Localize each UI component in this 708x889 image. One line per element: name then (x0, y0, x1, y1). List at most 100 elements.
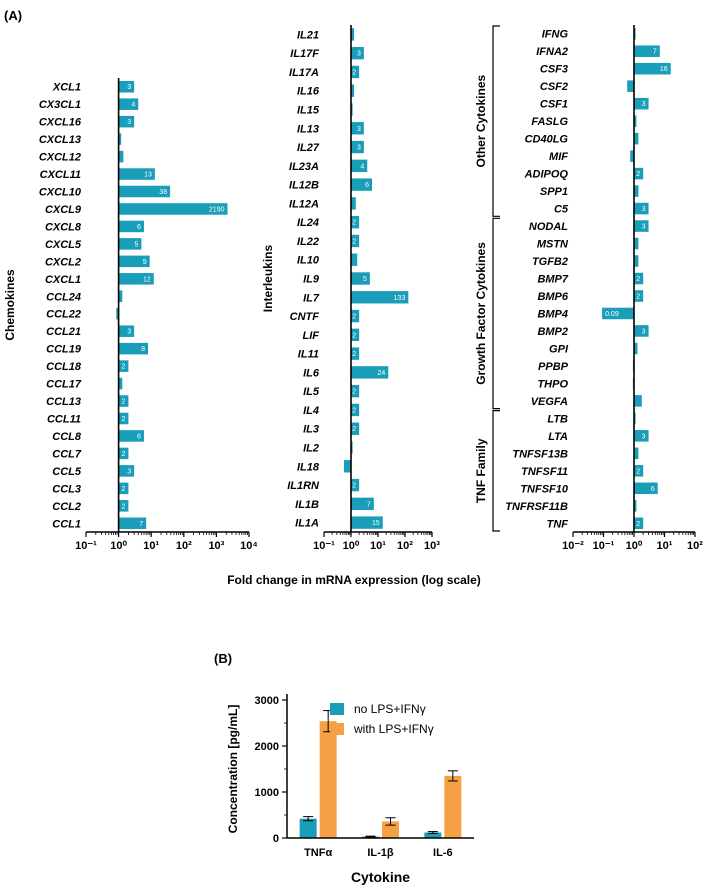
gene-label-lif: LIF (303, 330, 320, 342)
bar-il9 (351, 272, 370, 285)
data-label-bmp2: 3 (642, 328, 646, 335)
bar-csf2 (627, 80, 634, 92)
panel-a-label: (A) (4, 8, 22, 23)
y-axis-label: Chemokines (3, 269, 17, 341)
legend-label-with-lps-ifn: with LPS+IFNγ (353, 722, 434, 736)
gene-label-csf2: CSF2 (540, 81, 568, 93)
gene-label-vegfa: VEGFA (531, 396, 568, 408)
gene-label-cx3cl1: CX3CL1 (39, 99, 81, 111)
gene-label-cxcl13: CXCL13 (39, 134, 81, 146)
x-tick-label: 10² (176, 540, 192, 552)
gene-label-ccl1: CCL1 (52, 518, 81, 530)
data-label-il4: 2 (352, 407, 356, 414)
panel-b-label: (B) (214, 651, 232, 666)
bar-ccl5 (118, 465, 135, 477)
bar-tgfb2 (634, 255, 639, 267)
gene-label-il22: IL22 (297, 236, 319, 248)
bar-tnfsf13b (634, 447, 639, 460)
data-label-lif: 2 (352, 332, 356, 339)
gene-label-bmp4: BMP4 (537, 308, 568, 320)
x-tick-label: 10³ (424, 540, 440, 552)
data-label-ccl8: 6 (137, 433, 141, 440)
bar-c5 (634, 202, 649, 215)
bar-cxcl12 (118, 150, 124, 163)
bar-ccl8 (118, 430, 144, 442)
bar-tnf (634, 517, 644, 530)
bar-csf3 (634, 62, 671, 75)
gene-label-ccl11: CCL11 (47, 414, 81, 426)
x-tick-label: 10² (687, 540, 703, 552)
gene-label-cxcl8: CXCL8 (45, 221, 82, 233)
bar-il23a (351, 159, 368, 173)
group-label-other-cytokines: Other Cytokines (474, 74, 488, 167)
gene-label-spp1: SPP1 (540, 186, 568, 198)
bar-ccl7 (118, 447, 129, 460)
bar-il11 (351, 347, 360, 360)
gene-label-cntf: CNTF (290, 311, 320, 323)
gene-label-ccl18: CCL18 (46, 361, 82, 373)
gene-label-ccl24: CCL24 (46, 291, 81, 303)
gene-label-tnfsf13b: TNFSF13B (512, 448, 568, 460)
bar-bmp2 (634, 325, 649, 337)
gene-label-faslg: FASLG (531, 116, 568, 128)
gene-label-ccl22: CCL22 (46, 309, 81, 321)
bar-il1a (351, 516, 383, 529)
gene-label-ifng: IFNG (542, 29, 569, 41)
bar-cxcl8 (118, 220, 144, 233)
bar-cxcl1 (118, 273, 154, 285)
bar-csf1 (634, 97, 649, 110)
error-bar (385, 817, 396, 826)
gene-label-il1rn: IL1RN (287, 480, 320, 492)
bar-cxcl2 (118, 255, 150, 268)
bar-il12a (351, 197, 356, 210)
gene-label-ccl13: CCL13 (46, 396, 81, 408)
bar-ccl13 (118, 395, 129, 407)
bar-il12b (351, 178, 373, 191)
data-label-cntf: 2 (352, 314, 356, 321)
y-tick-label: 3000 (255, 695, 279, 707)
data-label-tnfsf11: 2 (636, 468, 640, 475)
data-label-il22: 2 (352, 238, 356, 245)
data-label-nodal: 3 (642, 224, 646, 231)
data-label-il1rn: 2 (352, 483, 356, 490)
data-label-cxcl16: 3 (127, 119, 131, 126)
bar-cxcl9 (118, 203, 228, 215)
gene-label-il6: IL6 (303, 367, 320, 379)
error-bar (303, 816, 314, 822)
bar-il7 (351, 291, 409, 304)
y-tick-label: 0 (273, 833, 279, 845)
x-tick-label: 10³ (208, 540, 224, 552)
gene-label-c5: C5 (554, 204, 569, 216)
data-label-ccl18: 2 (122, 364, 126, 371)
bar-vegfa (634, 395, 642, 407)
gene-label-il13: IL13 (297, 123, 319, 135)
data-label-adipoq: 2 (636, 171, 640, 178)
data-label-il6: 24 (377, 370, 385, 377)
gene-label-il17a: IL17A (289, 67, 319, 79)
gene-label-bmp6: BMP6 (537, 291, 568, 303)
data-label-tnfsf10: 6 (651, 486, 655, 493)
bar-il17f (351, 46, 364, 60)
gene-label-il27: IL27 (297, 142, 320, 154)
gene-label-ccl7: CCL7 (52, 448, 82, 460)
gene-label-lta: LTA (548, 431, 568, 443)
bar-cxcl11 (118, 168, 155, 180)
data-label-ccl2: 2 (122, 503, 126, 510)
bar-ccl11 (118, 412, 129, 425)
bar-ccl17 (118, 377, 123, 390)
bar-il-6-no-lps-ifn (424, 832, 442, 838)
x-tick-label: 10⁴ (240, 540, 258, 552)
bar-nodal (634, 220, 649, 232)
bar-lif (351, 328, 360, 342)
gene-label-gpi: GPI (549, 343, 569, 355)
gene-label-il9: IL9 (303, 274, 320, 286)
data-label-il3: 2 (352, 426, 356, 433)
gene-label-cxcl5: CXCL5 (45, 239, 82, 251)
gene-label-il17f: IL17F (290, 48, 319, 60)
data-label-cxcl2: 9 (143, 259, 147, 266)
gene-label-il1b: IL1B (295, 499, 319, 511)
y-tick-label: 2000 (255, 741, 279, 753)
group-label-growth-factor-cytokines: Growth Factor Cytokines (474, 242, 488, 385)
